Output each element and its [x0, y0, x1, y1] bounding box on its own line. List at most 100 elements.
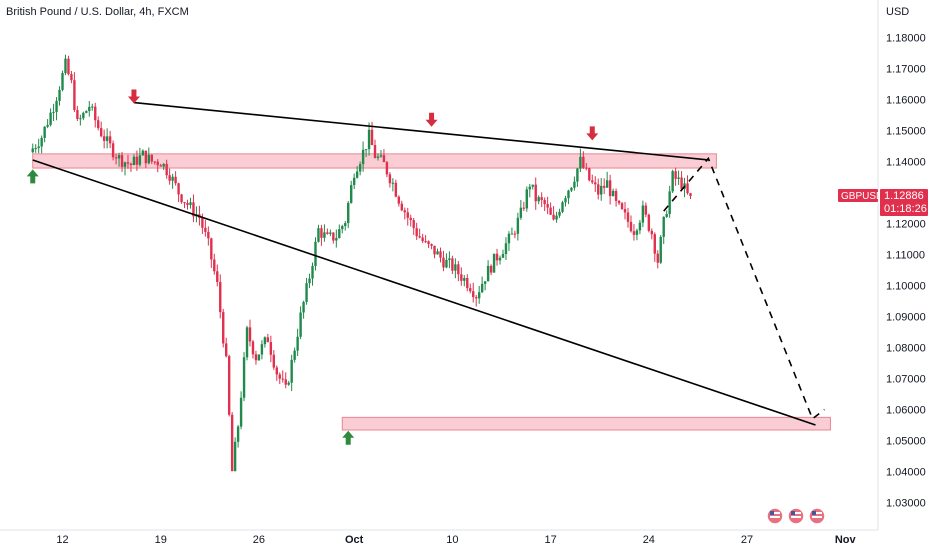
candle-body	[296, 336, 299, 351]
candle-body	[73, 80, 76, 111]
event-icon-stripe	[791, 512, 801, 514]
candle-body	[519, 207, 523, 218]
candle-body	[415, 228, 418, 237]
candle-body	[180, 194, 183, 203]
candle-body	[626, 212, 630, 222]
candle-body	[558, 211, 561, 216]
candle-body	[665, 214, 668, 217]
candle-body	[94, 106, 97, 121]
candle-body	[477, 292, 481, 299]
candle-body	[483, 281, 487, 284]
candle-body	[302, 301, 305, 313]
candle-body	[513, 233, 517, 235]
candle-body	[486, 265, 490, 282]
candle-body	[102, 136, 106, 141]
candle-body	[144, 150, 148, 164]
candle-body	[391, 182, 395, 184]
candle-body	[525, 189, 528, 209]
candle-body	[674, 171, 677, 179]
candle-body	[457, 264, 460, 275]
lower-trendline	[32, 159, 816, 426]
price-tick-label: 1.12000	[886, 219, 926, 231]
candle-body	[418, 236, 421, 238]
candle-body	[367, 129, 371, 150]
candle-body	[114, 157, 118, 159]
candle-body	[561, 202, 564, 212]
candle-body	[245, 327, 249, 358]
candle-body	[147, 154, 151, 164]
candle-body	[385, 162, 389, 175]
candle-body	[216, 271, 219, 283]
candle-body	[299, 312, 302, 337]
candle-body	[251, 341, 255, 355]
candle-body	[135, 156, 139, 165]
candle-body	[236, 426, 240, 442]
price-badge	[880, 189, 928, 217]
candle-body	[347, 202, 350, 224]
candle-body	[239, 397, 243, 427]
candle-body	[111, 143, 115, 158]
candle-body	[623, 208, 627, 213]
candle-body	[588, 168, 591, 181]
candle-body	[388, 174, 392, 184]
candle-body	[352, 177, 356, 186]
candle-body	[49, 112, 52, 125]
candle-body	[40, 137, 43, 147]
candle-body	[546, 204, 549, 208]
candle-body	[37, 146, 40, 149]
price-tick-label: 1.07000	[886, 374, 926, 386]
candle-body	[576, 168, 579, 182]
candle-body	[373, 145, 377, 158]
price-tick-label: 1.16000	[886, 95, 926, 107]
candle-body	[564, 198, 567, 203]
candle-body	[311, 265, 314, 279]
candle-body	[204, 227, 207, 232]
candle-body	[543, 199, 546, 205]
candle-body	[308, 278, 311, 284]
candle-body	[278, 374, 281, 379]
candle-body	[656, 253, 659, 263]
candle-body	[632, 231, 636, 235]
candle-body	[585, 167, 588, 169]
candle-body	[52, 111, 55, 113]
price-tick-label: 1.08000	[886, 343, 926, 355]
candle-body	[67, 58, 70, 75]
candle-body	[281, 378, 284, 380]
candle-body	[159, 165, 162, 167]
descending-trendline	[133, 101, 709, 161]
candle-body	[504, 243, 508, 254]
candle-body	[573, 181, 576, 188]
candle-body	[162, 163, 165, 167]
price-tick-label: 1.10000	[886, 281, 926, 293]
candle-body	[430, 244, 433, 246]
candle-body	[579, 156, 582, 169]
candle-body	[436, 251, 439, 255]
candle-body	[680, 177, 683, 189]
candle-body	[61, 73, 64, 90]
candle-body	[454, 264, 457, 271]
candle-body	[183, 202, 186, 204]
price-tick-label: 1.14000	[886, 157, 926, 169]
candle-body	[620, 203, 624, 209]
candle-body	[647, 214, 651, 231]
price-tick-label: 1.09000	[886, 312, 926, 324]
candle-body	[409, 217, 412, 221]
time-tick-label: 10	[446, 534, 458, 546]
up-arrow-marker	[26, 169, 39, 184]
candle-body	[629, 221, 633, 232]
candle-body	[314, 241, 317, 266]
price-tick-label: 1.17000	[886, 64, 926, 76]
candle-body	[641, 205, 645, 223]
candle-body	[305, 283, 308, 302]
candle-body	[165, 163, 168, 176]
candle-body	[510, 233, 514, 235]
candle-body	[177, 183, 180, 195]
candle-body	[287, 382, 290, 385]
candle-body	[99, 128, 103, 137]
candle-body	[495, 253, 499, 261]
candle-body	[82, 112, 85, 119]
candle-body	[540, 197, 543, 200]
candle-body	[594, 182, 597, 185]
